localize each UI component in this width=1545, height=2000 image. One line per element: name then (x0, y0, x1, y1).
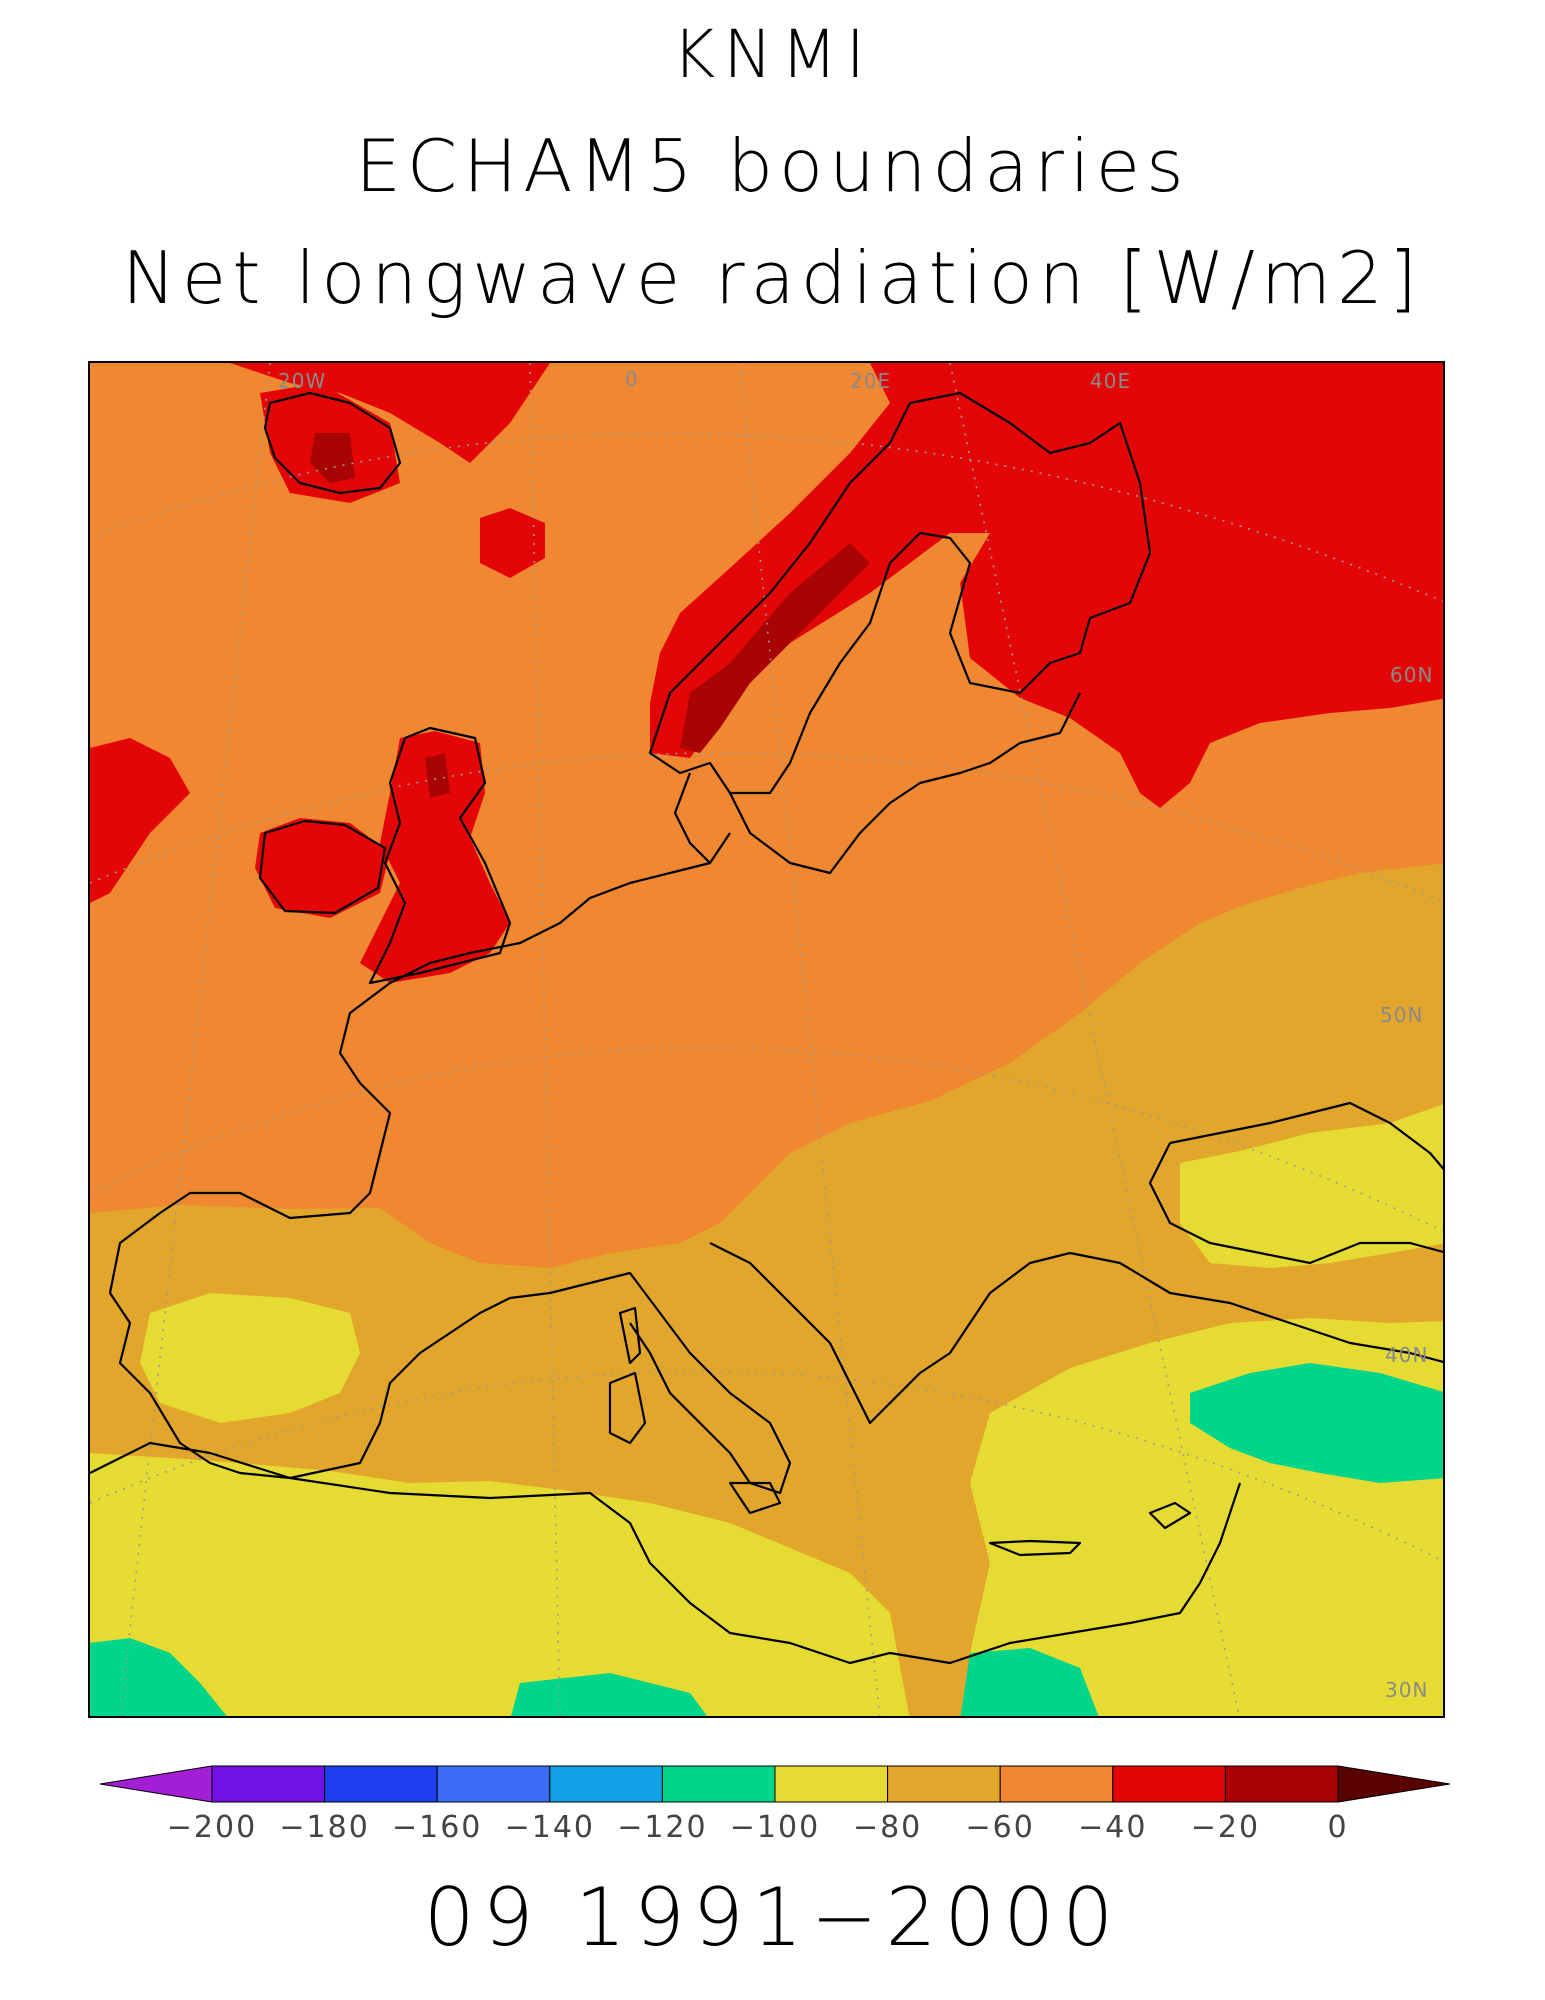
colorbar-bin (774, 1765, 889, 1803)
colorbar (100, 1765, 1450, 1803)
field-green-anatolia (1190, 1363, 1443, 1483)
title-variable: Net longwave radiation [W/m2] (122, 236, 1423, 320)
coast-cyprus (1148, 1501, 1192, 1530)
coastlines (90, 391, 1443, 1665)
colorbar-tick-label: −60 (965, 1810, 1035, 1845)
colorbar-tick-label: −200 (166, 1810, 258, 1845)
grid-label-lat-50n: 50N (1380, 1003, 1424, 1027)
coast-sicily (728, 1481, 782, 1515)
grid-label-lon-40e: 40E (1090, 369, 1132, 393)
field-darkred-norway (680, 543, 870, 753)
field-yellow-iberia (140, 1293, 360, 1423)
colorbar-bin (661, 1765, 776, 1803)
coast-crete (988, 1539, 1082, 1557)
field-red-ireland (255, 818, 390, 918)
grid-label-lat-40n: 40N (1385, 1343, 1429, 1367)
map-panel: 20W 0 20E 40E 60N 50N 40N 30N (88, 361, 1445, 1718)
field-red-scandinavia-north (230, 363, 550, 463)
colorbar-tick-label: −100 (729, 1810, 821, 1845)
grid-label-lat-30n: 30N (1385, 1678, 1429, 1702)
coast-black-sea (1148, 1101, 1443, 1265)
coast-north-africa (90, 1441, 1242, 1665)
grid-label-lon-0: 0 (625, 367, 639, 391)
colorbar-bin (436, 1765, 551, 1803)
field-darkred-iceland (310, 433, 355, 483)
coast-baltic (729, 692, 1081, 875)
title-institution: KNMI (671, 16, 874, 93)
coast-scandinavia (648, 391, 1152, 795)
colorbar-bin (1112, 1765, 1226, 1803)
field-green-sahara-west (90, 1638, 227, 1716)
colorbar-cap-high (1337, 1765, 1450, 1803)
colorbar-tick-label: −20 (1190, 1810, 1261, 1845)
field-map (90, 363, 1443, 1716)
colorbar-tick-label: −80 (852, 1810, 923, 1845)
colorbar-bin (324, 1765, 438, 1803)
coast-iceland (263, 391, 402, 495)
colorbar-tick-label: −120 (617, 1810, 708, 1845)
coast-balkans (709, 1242, 1071, 1425)
coast-italy (589, 1271, 792, 1495)
title-model: ECHAM5 boundaries (355, 124, 1190, 208)
grid-label-lat-60n: 60N (1390, 663, 1434, 687)
period-label: 09 1991−2000 (423, 1871, 1122, 1964)
field-red-scandinavia-russia (650, 363, 1443, 808)
grid-label-lon-20w: 20W (278, 369, 327, 393)
colorbar-tick-label: −140 (504, 1810, 595, 1845)
coast-denmark (673, 772, 731, 865)
colorbar-bin (211, 1765, 326, 1803)
field-yellow-black-sea (1180, 1104, 1443, 1268)
coast-ireland (258, 819, 387, 915)
field-green-sahara-east (960, 1648, 1099, 1716)
field-yellow-north-africa (90, 1453, 910, 1716)
field-red-faroe (480, 508, 545, 578)
coast-turkey (1069, 1251, 1443, 1364)
colorbar-tick-label: −180 (279, 1810, 370, 1845)
colorbar-tick-label: −160 (391, 1810, 483, 1845)
colorbar-bin (887, 1765, 1001, 1803)
colorbar-cap-low (100, 1765, 213, 1803)
field-red-atlantic-west (90, 738, 190, 903)
colorbar-bin (999, 1765, 1114, 1803)
field-darkred-scotland (425, 753, 450, 798)
coast-britain (368, 726, 512, 985)
colorbar-bin (549, 1765, 663, 1803)
colorbar-tick-label: 0 (1327, 1810, 1349, 1845)
grid-label-lon-20e: 20E (850, 369, 892, 393)
graticule (90, 363, 1443, 1716)
colorbar-bin (1224, 1765, 1339, 1803)
colorbar-tick-label: −40 (1078, 1810, 1148, 1845)
coast-continent-north (159, 861, 711, 1220)
coast-corsica-sardinia (608, 1306, 647, 1445)
